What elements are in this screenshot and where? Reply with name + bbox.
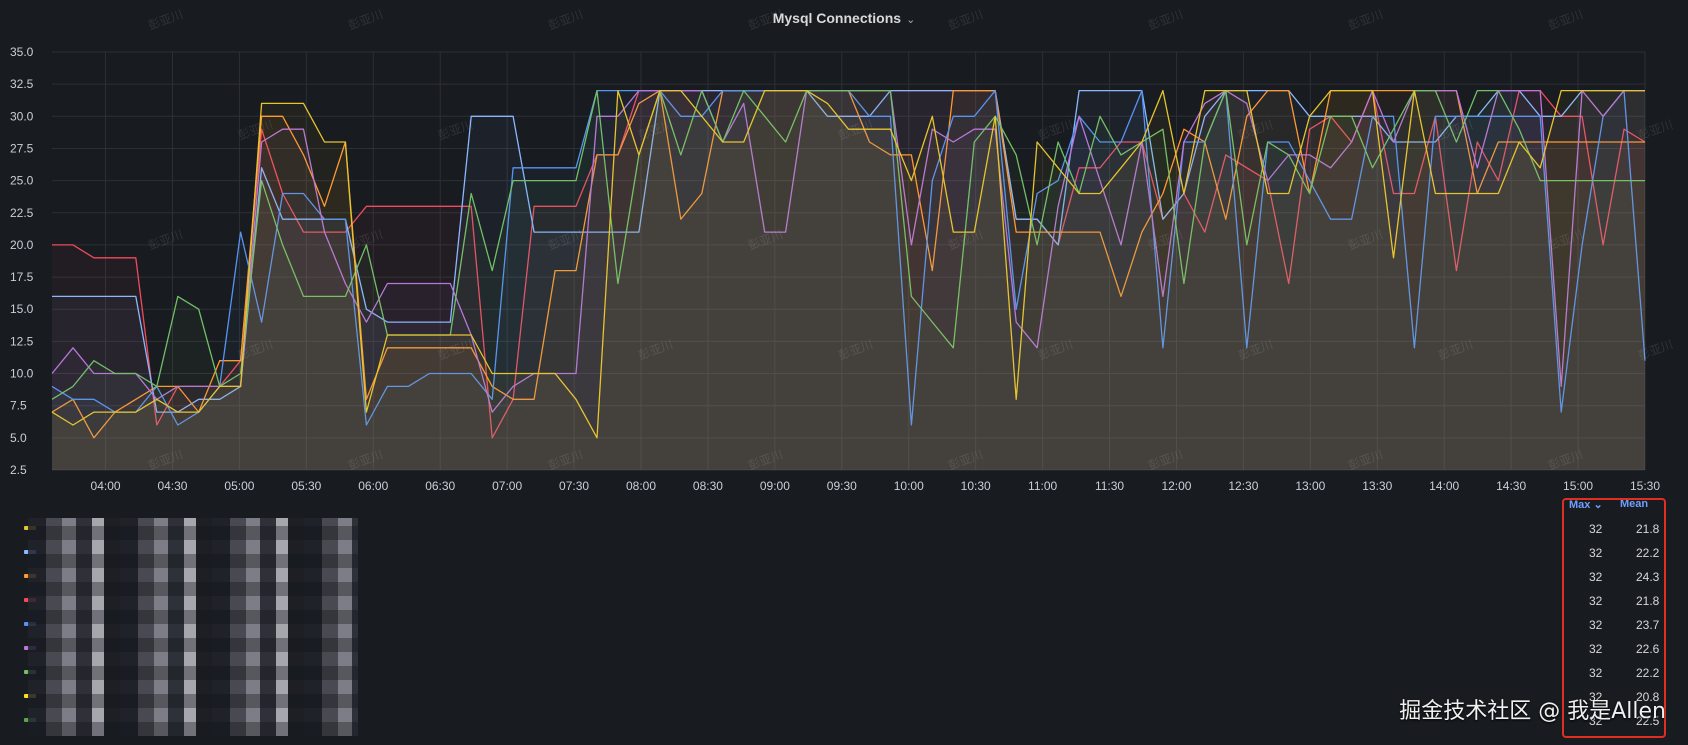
background-watermark: 彭亚川 [146, 7, 185, 32]
background-watermark: 彭亚川 [546, 7, 585, 32]
background-watermark: 彭亚川 [1036, 117, 1075, 142]
y-tick-label: 15.0 [10, 302, 34, 316]
legend-mean-value: 22.2 [1636, 666, 1660, 680]
background-watermark: 彭亚川 [1146, 7, 1185, 32]
x-tick-label: 05:30 [291, 479, 321, 493]
y-tick-label: 7.5 [10, 399, 27, 413]
background-watermark: 彭亚川 [946, 7, 985, 32]
legend-max-value: 32 [1589, 594, 1603, 608]
x-tick-label: 07:00 [492, 479, 522, 493]
background-watermark: 彭亚川 [146, 227, 185, 252]
legend-row[interactable]: 32 20.8 [24, 686, 1688, 710]
y-tick-label: 12.5 [10, 334, 34, 348]
background-watermark: 彭亚川 [746, 7, 785, 32]
x-tick-label: 06:30 [425, 479, 455, 493]
x-tick-label: 10:30 [961, 479, 991, 493]
legend-max-value: 32 [1589, 522, 1603, 536]
background-watermark: 彭亚川 [346, 7, 385, 32]
legend-mean-value: 24.3 [1636, 570, 1660, 584]
legend-mean-value: 23.7 [1636, 618, 1660, 632]
series-line-6 [51, 89, 1645, 439]
legend-max-value: 32 [1589, 714, 1603, 728]
x-tick-label: 12:30 [1228, 479, 1258, 493]
x-tick-label: 09:30 [827, 479, 857, 493]
legend-mean-value: 21.8 [1636, 522, 1660, 536]
line-chart: 35.0 32.5 30.0 27.5 25.0 22.5 20.0 17.5 15.0 12.5… [10, 7, 1675, 493]
x-tick-label: 12:00 [1161, 479, 1191, 493]
legend-max-value: 32 [1589, 570, 1603, 584]
x-tick-label: 10:00 [894, 479, 924, 493]
y-tick-label: 2.5 [10, 463, 27, 477]
series-area [52, 90, 1645, 470]
series-area [52, 90, 1645, 470]
legend-mean-value: 20.8 [1636, 690, 1660, 704]
legend-row[interactable]: 32 22.6 [24, 638, 1688, 662]
series-area [52, 90, 1645, 470]
background-watermark: 彭亚川 [1346, 7, 1385, 32]
series-line-5 [51, 89, 1645, 400]
legend-mean-value: 21.8 [1636, 594, 1660, 608]
panel-title-button[interactable]: Mysql Connections ⌄ [0, 10, 1688, 26]
x-tick-label: 14:30 [1496, 479, 1526, 493]
watermark-text: 掘金技术社区 @ 我是Allen [1399, 699, 1666, 724]
y-tick-label: 35.0 [10, 45, 34, 59]
series-area [52, 90, 1645, 470]
legend-max-value: 32 [1589, 546, 1603, 560]
legend-max-value: 32 [1589, 666, 1603, 680]
legend-header-max[interactable]: Max ⌄ [1569, 499, 1603, 511]
x-tick-label: 11:30 [1095, 479, 1124, 493]
legend-max-value: 32 [1589, 642, 1603, 656]
y-tick-label: 30.0 [10, 109, 34, 123]
y-tick-label: 25.0 [10, 174, 34, 188]
y-tick-label: 5.0 [10, 431, 27, 445]
y-tick-label: 27.5 [10, 141, 34, 155]
series-area [52, 90, 1645, 470]
x-tick-label: 15:00 [1563, 479, 1593, 493]
red-highlight-box [1562, 498, 1666, 738]
y-tick-label: 17.5 [10, 270, 34, 284]
x-tick-label: 08:30 [693, 479, 723, 493]
legend-mean-value: 22.5 [1636, 714, 1660, 728]
series-area [52, 90, 1645, 470]
x-tick-label: 09:00 [760, 479, 790, 493]
x-tick-label: 07:30 [559, 479, 589, 493]
x-tick-label: 05:00 [224, 479, 254, 493]
x-tick-label: 15:30 [1630, 479, 1660, 493]
series-area [52, 90, 1645, 470]
x-tick-label: 13:30 [1362, 479, 1392, 493]
redacted-legend-labels [28, 518, 358, 736]
legend-max-value: 32 [1589, 618, 1603, 632]
x-tick-label: 04:30 [157, 479, 187, 493]
legend-header-mean[interactable]: Mean [1620, 498, 1649, 510]
x-tick-label: 14:00 [1429, 479, 1459, 493]
legend-mean-value: 22.6 [1636, 642, 1660, 656]
x-tick-label: 04:00 [91, 479, 121, 493]
y-tick-label: 22.5 [10, 206, 34, 220]
series-line-1 [52, 89, 1645, 413]
y-tick-label: 10.0 [10, 367, 34, 381]
y-tick-label: 32.5 [10, 77, 34, 91]
legend-mean-value: 22.2 [1636, 546, 1660, 560]
chevron-down-icon[interactable]: ⌄ [906, 14, 916, 26]
legend-max-value: 32 [1589, 690, 1603, 704]
panel-title-text: Mysql Connections [772, 10, 902, 26]
x-tick-label: 06:00 [358, 479, 388, 493]
background-watermark: 彭亚川 [1546, 7, 1585, 32]
x-tick-label: 11:00 [1028, 479, 1057, 493]
x-tick-label: 08:00 [626, 479, 656, 493]
x-tick-label: 13:00 [1295, 479, 1325, 493]
y-tick-label: 20.0 [10, 238, 34, 252]
